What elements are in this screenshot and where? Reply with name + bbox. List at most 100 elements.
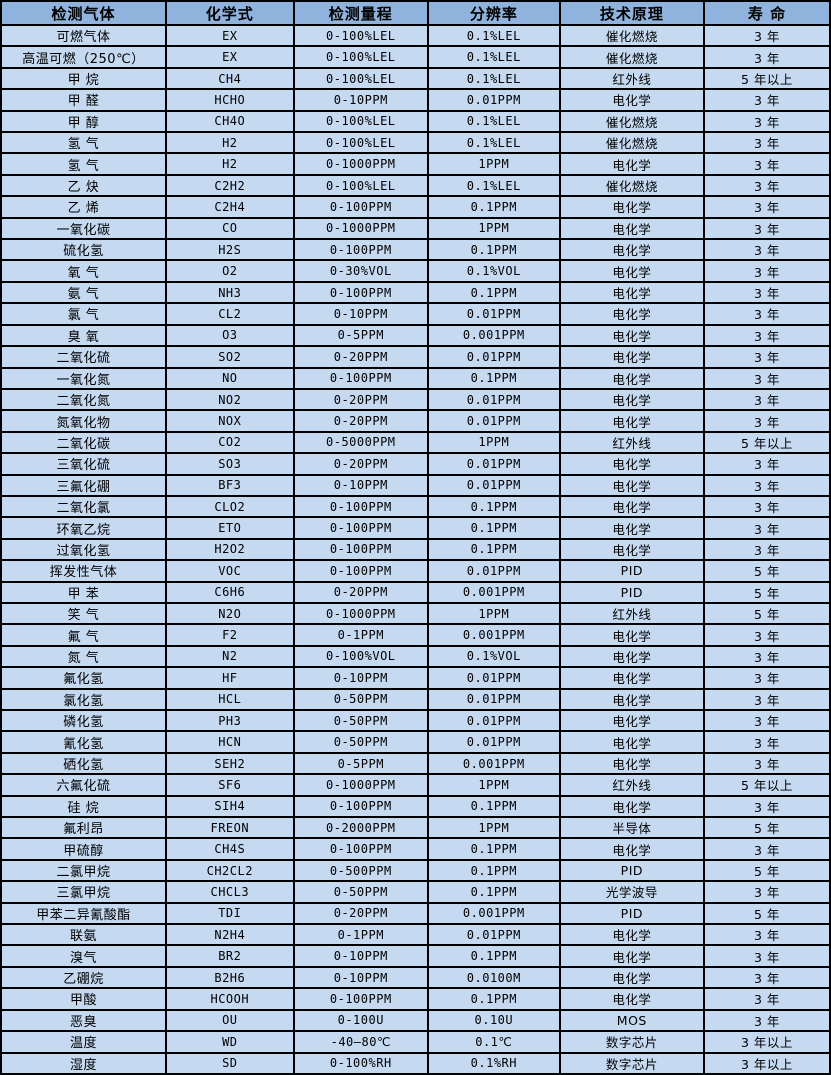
column-header-4: 分辨率	[426, 0, 561, 26]
table-row: 乙 炔 C2H2 0-100%LEL 0.1%LEL 催化燃烧 3 年	[0, 173, 831, 198]
principle-cell: 催化燃烧	[558, 173, 705, 198]
formula-cell: O3	[164, 323, 295, 348]
principle-cell: 电化学	[558, 280, 705, 305]
principle-cell: 数字芯片	[558, 1051, 705, 1075]
lifespan-cell: 3 年	[702, 173, 831, 198]
range-cell: 0-20PPM	[292, 901, 429, 926]
gas-name-cell: 二氧化碳	[0, 430, 167, 455]
range-cell: 0-10PPM	[292, 944, 429, 968]
table-row: 三氧化硫 SO3 0-20PPM 0.01PPM 电化学 3 年	[0, 452, 831, 476]
header-row: 检测气体 化学式 检测量程 分辨率 技术原理寿 命	[0, 0, 831, 26]
table-row: 三氟化硼 BF3 0-10PPM 0.01PPM 电化学 3 年	[0, 473, 831, 497]
table-row: 三氯甲烷 CHCL3 0-50PPM 0.1PPM 光学波导 3 年	[0, 880, 831, 904]
gas-name-cell: 甲苯二异氰酸酯	[0, 901, 167, 926]
formula-cell: NH3	[164, 280, 295, 305]
lifespan-cell: 3 年	[702, 708, 831, 733]
gas-name-cell: 二氧化硫	[0, 345, 167, 369]
resolution-cell: 0.01PPM	[426, 730, 561, 754]
table-row: 甲 醛 HCHO 0-10PPM 0.01PPM 电化学 3 年	[0, 88, 831, 112]
formula-cell: CH4S	[164, 837, 295, 861]
lifespan-cell: 5 年以上	[702, 66, 831, 91]
range-cell: 0-100%LEL	[292, 66, 429, 91]
resolution-cell: 0.0100M	[426, 965, 561, 990]
lifespan-cell: 5 年	[702, 858, 831, 883]
gas-name-cell: 溴气	[0, 944, 167, 968]
formula-cell: N2O	[164, 601, 295, 626]
principle-cell: PID	[558, 858, 705, 883]
principle-cell: 催化燃烧	[558, 109, 705, 134]
formula-cell: PH3	[164, 708, 295, 733]
lifespan-cell: 3 年	[702, 837, 831, 861]
range-cell: 0-100PPM	[292, 794, 429, 819]
resolution-cell: 0.01PPM	[426, 387, 561, 412]
range-cell: 0-100U	[292, 1008, 429, 1033]
table-row: 湿度 SD 0-100%RH 0.1%RH 数字芯片 3 年以上	[0, 1051, 831, 1075]
resolution-cell: 0.01PPM	[426, 687, 561, 712]
range-cell: 0-100%LEL	[292, 131, 429, 155]
range-cell: 0-20PPM	[292, 580, 429, 604]
formula-cell: NO2	[164, 387, 295, 412]
lifespan-cell: 3 年	[702, 944, 831, 968]
lifespan-cell: 3 年以上	[702, 1030, 831, 1054]
lifespan-cell: 3 年	[702, 45, 831, 69]
resolution-cell: 0.01PPM	[426, 88, 561, 112]
lifespan-cell: 3 年	[702, 387, 831, 412]
range-cell: 0-100%RH	[292, 1051, 429, 1075]
principle-cell: 催化燃烧	[558, 131, 705, 155]
formula-cell: EX	[164, 45, 295, 69]
range-cell: 0-5000PPM	[292, 430, 429, 455]
gas-name-cell: 恶臭	[0, 1008, 167, 1033]
resolution-cell: 0.01PPM	[426, 559, 561, 583]
principle-cell: 电化学	[558, 516, 705, 540]
table-row: 二氯甲烷 CH2CL2 0-500PPM 0.1PPM PID 5 年	[0, 858, 831, 883]
table-row: 氮氧化物 NOX 0-20PPM 0.01PPM 电化学 3 年	[0, 409, 831, 433]
gas-name-cell: 甲 醇	[0, 109, 167, 134]
principle-cell: 电化学	[558, 452, 705, 476]
resolution-cell: 0.001PPM	[426, 323, 561, 348]
table-row: 氟利昂 FREON 0-2000PPM 1PPM 半导体 5 年	[0, 816, 831, 840]
range-cell: 0-100PPM	[292, 559, 429, 583]
table-row: 二氧化氮 NO2 0-20PPM 0.01PPM 电化学 3 年	[0, 387, 831, 412]
resolution-cell: 1PPM	[426, 816, 561, 840]
resolution-cell: 0.1℃	[426, 1030, 561, 1054]
table-row: 二氧化硫 SO2 0-20PPM 0.01PPM 电化学 3 年	[0, 345, 831, 369]
gas-name-cell: 联氨	[0, 923, 167, 947]
principle-cell: 电化学	[558, 537, 705, 562]
table-row: 过氧化氢 H2O2 0-100PPM 0.1PPM 电化学 3 年	[0, 537, 831, 562]
resolution-cell: 0.1PPM	[426, 944, 561, 968]
resolution-cell: 0.001PPM	[426, 901, 561, 926]
formula-cell: F2	[164, 623, 295, 647]
resolution-cell: 0.001PPM	[426, 623, 561, 647]
principle-cell: 红外线	[558, 66, 705, 91]
lifespan-cell: 3 年	[702, 880, 831, 904]
range-cell: 0-10PPM	[292, 965, 429, 990]
table-row: 氧 气 O2 0-30%VOL 0.1%VOL 电化学 3 年	[0, 259, 831, 283]
principle-cell: 电化学	[558, 751, 705, 776]
resolution-cell: 0.1%LEL	[426, 45, 561, 69]
resolution-cell: 0.001PPM	[426, 580, 561, 604]
range-cell: 0-50PPM	[292, 687, 429, 712]
gas-name-cell: 湿度	[0, 1051, 167, 1075]
formula-cell: SEH2	[164, 751, 295, 776]
formula-cell: VOC	[164, 559, 295, 583]
formula-cell: C2H2	[164, 173, 295, 198]
gas-name-cell: 笑 气	[0, 601, 167, 626]
principle-cell: 电化学	[558, 302, 705, 326]
formula-cell: H2O2	[164, 537, 295, 562]
principle-cell: 电化学	[558, 730, 705, 754]
gas-name-cell: 臭 氧	[0, 323, 167, 348]
resolution-cell: 0.01PPM	[426, 409, 561, 433]
column-header-2: 化学式	[164, 0, 295, 26]
lifespan-cell: 3 年	[702, 216, 831, 241]
lifespan-cell: 3 年	[702, 452, 831, 476]
gas-name-cell: 氧 气	[0, 259, 167, 283]
range-cell: 0-1000PPM	[292, 216, 429, 241]
principle-cell: 电化学	[558, 345, 705, 369]
range-cell: 0-20PPM	[292, 345, 429, 369]
range-cell: 0-10PPM	[292, 302, 429, 326]
table-row: 甲 醇 CH4O 0-100%LEL 0.1%LEL 催化燃烧 3 年	[0, 109, 831, 134]
gas-name-cell: 乙 烯	[0, 195, 167, 219]
gas-name-cell: 环氧乙烷	[0, 516, 167, 540]
formula-cell: CO	[164, 216, 295, 241]
